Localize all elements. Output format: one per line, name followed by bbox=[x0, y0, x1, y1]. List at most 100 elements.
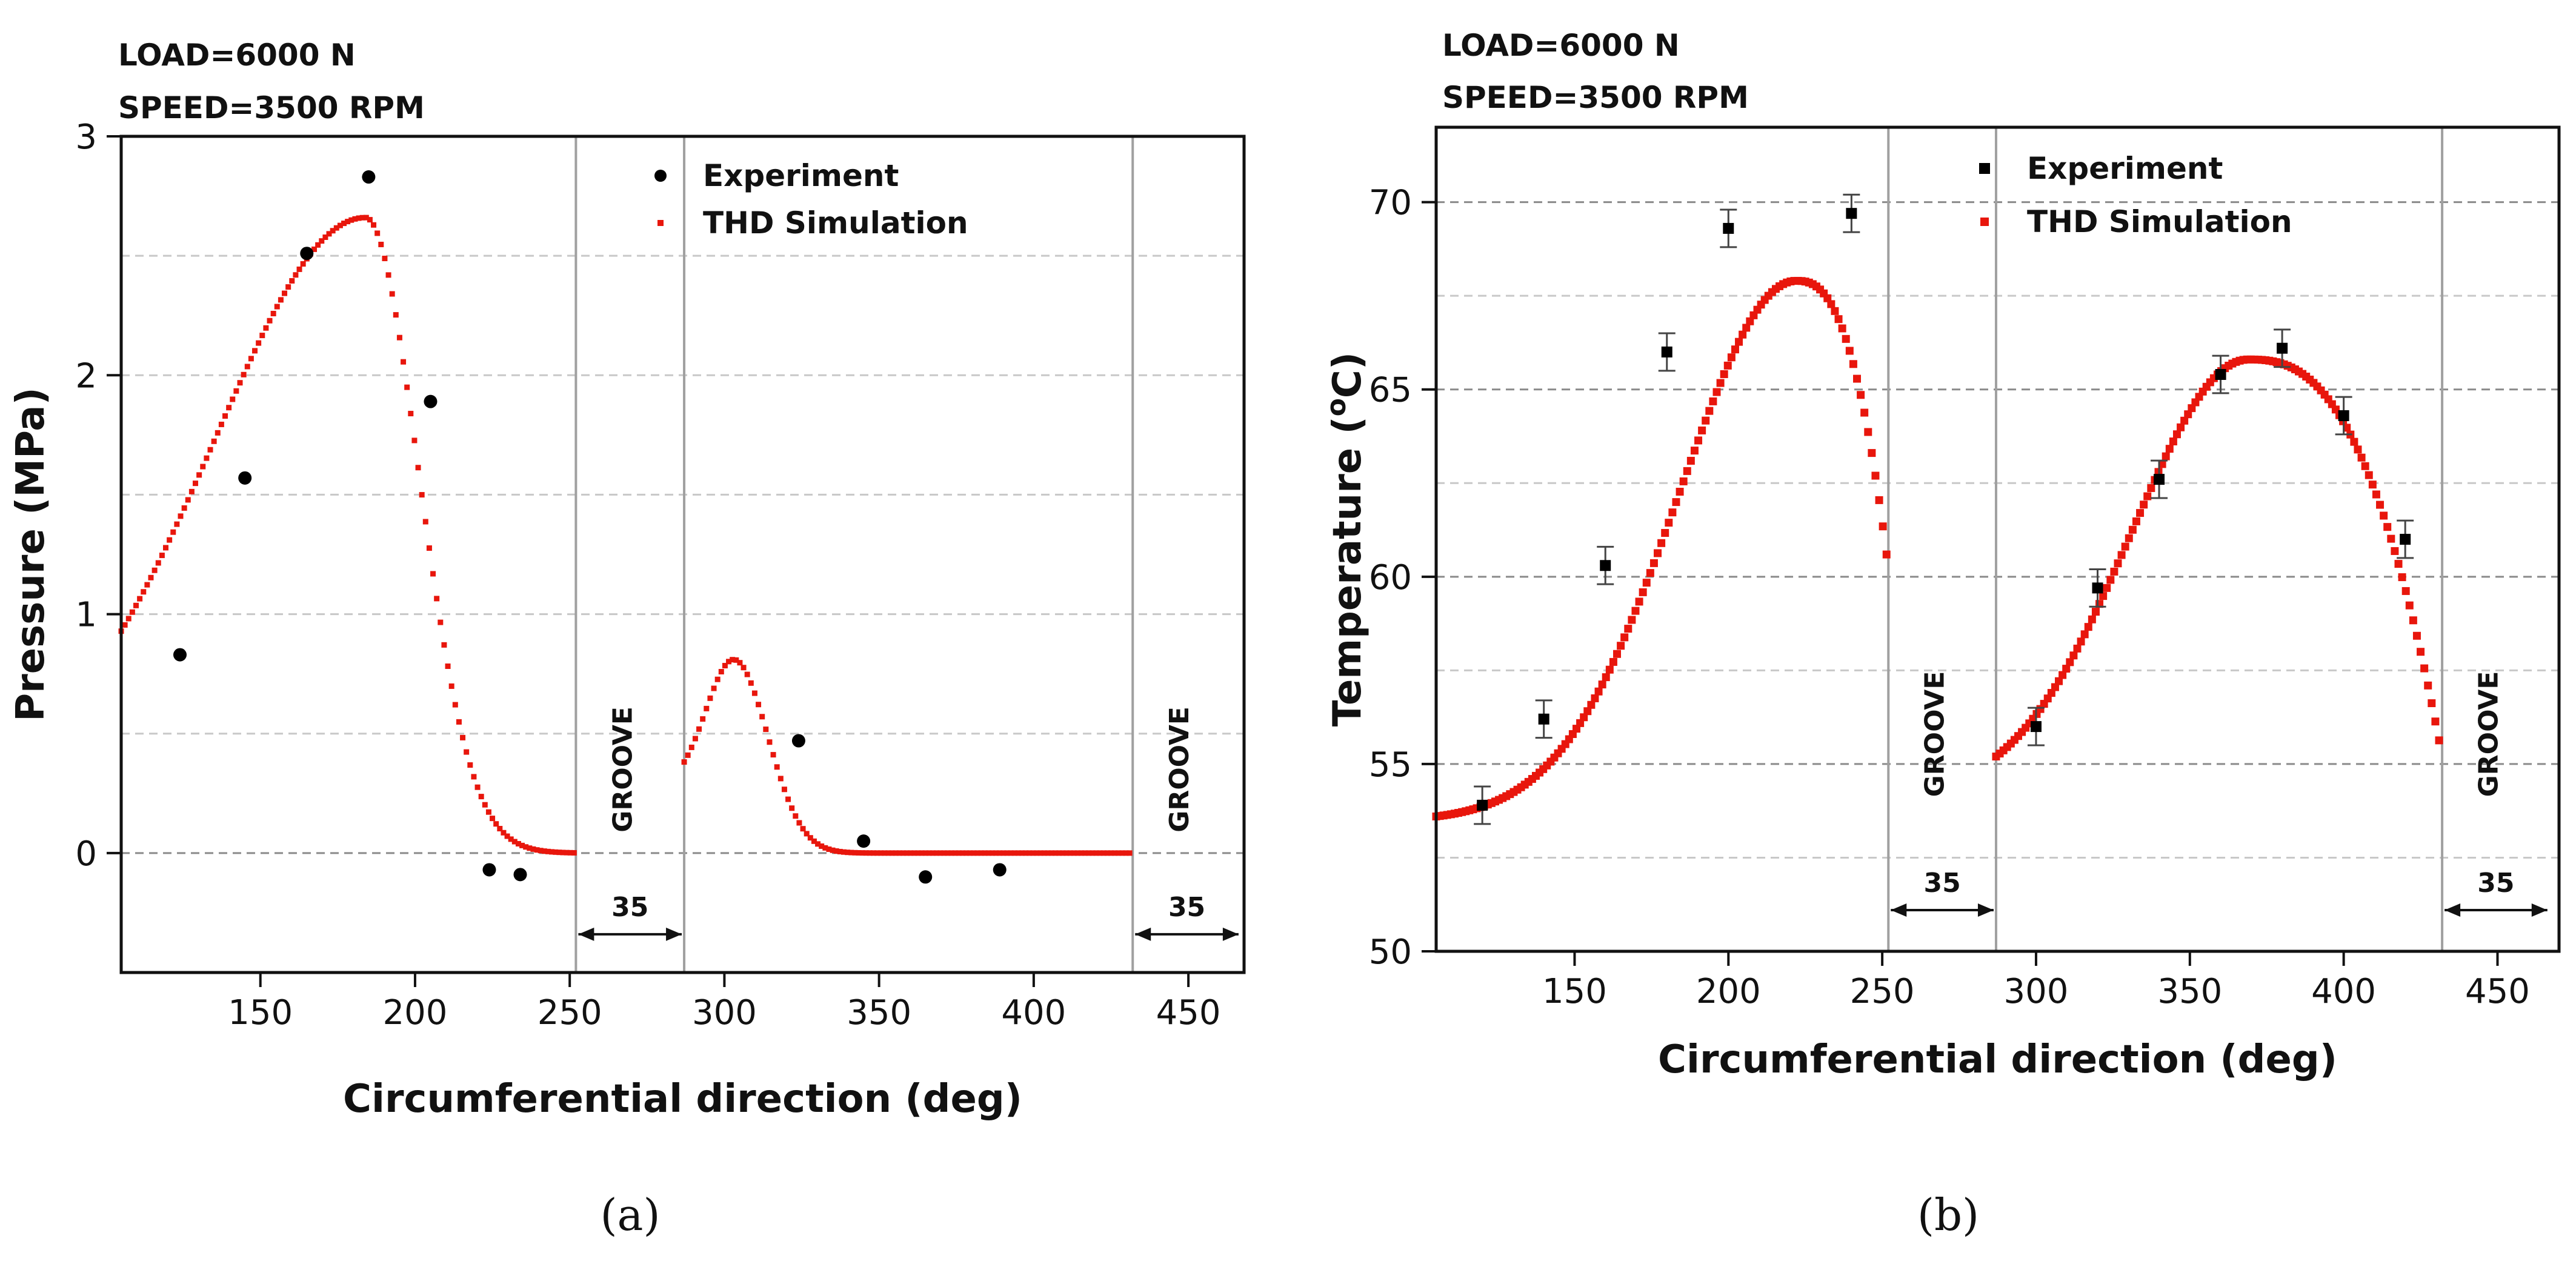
simulation-point bbox=[1731, 345, 1739, 354]
y-tick-label: 70 bbox=[1369, 184, 1412, 223]
simulation-point bbox=[200, 464, 206, 470]
simulation-point bbox=[1097, 850, 1103, 856]
x-axis-label: Circumferential direction (deg) bbox=[343, 1077, 1022, 1122]
simulation-point bbox=[874, 850, 880, 856]
simulation-point bbox=[474, 784, 481, 790]
simulation-point bbox=[718, 669, 724, 675]
simulation-point bbox=[2147, 484, 2155, 493]
simulation-point bbox=[1668, 508, 1677, 517]
groove-span-label: 35 bbox=[1168, 892, 1205, 923]
y-tick-label: 1 bbox=[75, 596, 97, 635]
simulation-point bbox=[326, 231, 332, 237]
y-tick-label: 0 bbox=[75, 834, 97, 874]
groove-span-label: 35 bbox=[611, 892, 648, 923]
simulation-point bbox=[767, 739, 773, 745]
experiment-point bbox=[2154, 474, 2165, 485]
simulation-point bbox=[204, 455, 210, 461]
simulation-point bbox=[1004, 850, 1010, 856]
y-axis-label: Pressure (MPa) bbox=[8, 387, 53, 721]
simulation-point bbox=[2391, 547, 2399, 555]
simulation-point bbox=[1063, 850, 1070, 856]
simulation-point bbox=[793, 813, 799, 819]
simulation-point bbox=[467, 762, 473, 768]
simulation-point bbox=[1831, 307, 1839, 315]
groove-label: GROOVE bbox=[1920, 671, 1951, 797]
y-tick-label: 50 bbox=[1369, 933, 1412, 972]
simulation-point bbox=[1654, 549, 1662, 557]
simulation-point bbox=[259, 333, 265, 339]
simulation-point bbox=[1868, 449, 1876, 457]
simulation-point bbox=[2435, 736, 2443, 745]
simulation-point bbox=[985, 850, 991, 856]
simulation-point bbox=[856, 850, 862, 856]
experiment-point bbox=[1846, 208, 1857, 219]
x-tick-label: 150 bbox=[228, 993, 293, 1033]
simulation-point bbox=[1712, 388, 1721, 396]
simulation-point bbox=[438, 619, 444, 625]
y-tick-label: 55 bbox=[1369, 745, 1412, 785]
simulation-point bbox=[345, 219, 351, 225]
simulation-point bbox=[527, 845, 533, 851]
simulation-point bbox=[1686, 456, 1695, 465]
simulation-point bbox=[125, 616, 131, 622]
simulation-point bbox=[781, 786, 787, 793]
panel-b-temperature-chart: LOAD=6000 N SPEED=3500 RPM GROOVE 35 GROOVE 3… bbox=[1321, 28, 2561, 1240]
simulation-point bbox=[1609, 657, 1617, 666]
experiment-point bbox=[1600, 560, 1611, 571]
simulation-point bbox=[2132, 517, 2140, 525]
legend-experiment-label: Experiment bbox=[703, 158, 899, 193]
experiment-point bbox=[2092, 582, 2103, 594]
simulation-point bbox=[2412, 631, 2421, 640]
y-axis-label: Temperature (oC) bbox=[1321, 352, 1371, 727]
legend-experiment-marker bbox=[654, 170, 667, 182]
simulation-point bbox=[471, 774, 477, 780]
simulation-point bbox=[385, 272, 391, 278]
simulation-point bbox=[774, 764, 780, 770]
simulation-point bbox=[830, 847, 836, 853]
simulation-point bbox=[815, 841, 821, 847]
simulation-point bbox=[445, 663, 451, 670]
simulation-point bbox=[215, 430, 221, 436]
simulation-point bbox=[1720, 370, 1728, 378]
simulation-point bbox=[319, 238, 325, 244]
simulation-point bbox=[1605, 665, 1614, 674]
simulation-point bbox=[348, 217, 354, 223]
groove-span-arrowhead-left bbox=[1135, 927, 1151, 941]
simulation-point bbox=[274, 304, 280, 310]
groove-span-arrowhead-left bbox=[578, 927, 594, 941]
simulation-point bbox=[1620, 633, 1629, 642]
condition-line: LOAD=6000 N bbox=[1442, 28, 1680, 63]
simulation-point bbox=[681, 759, 687, 765]
simulation-point bbox=[1613, 650, 1622, 658]
x-tick-label: 400 bbox=[2311, 972, 2376, 1011]
simulation-point bbox=[1665, 519, 1673, 527]
simulation-point bbox=[2172, 430, 2181, 439]
simulation-point bbox=[696, 726, 702, 732]
simulation-point bbox=[744, 671, 750, 677]
simulation-point bbox=[796, 820, 802, 826]
simulation-point bbox=[1034, 850, 1040, 856]
simulation-point bbox=[1127, 850, 1133, 856]
simulation-point bbox=[311, 246, 318, 252]
simulation-point bbox=[2125, 534, 2133, 542]
simulation-point bbox=[770, 752, 776, 758]
simulation-point bbox=[2350, 437, 2358, 446]
simulation-point bbox=[341, 221, 347, 227]
simulation-point bbox=[530, 846, 536, 852]
panel-sub-label: (a) bbox=[600, 1189, 660, 1240]
simulation-point bbox=[501, 830, 507, 836]
x-tick-label: 250 bbox=[1850, 972, 1915, 1011]
x-tick-label: 350 bbox=[847, 993, 911, 1033]
simulation-point bbox=[1019, 850, 1025, 856]
simulation-point bbox=[382, 256, 388, 262]
simulation-point bbox=[2136, 509, 2145, 517]
simulation-point bbox=[389, 291, 395, 297]
simulation-point bbox=[2431, 717, 2440, 726]
simulation-point bbox=[2177, 423, 2185, 431]
simulation-point bbox=[241, 371, 247, 377]
simulation-point bbox=[133, 602, 139, 608]
simulation-point bbox=[2069, 651, 2078, 660]
plot-frame bbox=[1434, 125, 2561, 953]
simulation-point bbox=[129, 609, 135, 615]
simulation-point bbox=[2158, 460, 2166, 468]
